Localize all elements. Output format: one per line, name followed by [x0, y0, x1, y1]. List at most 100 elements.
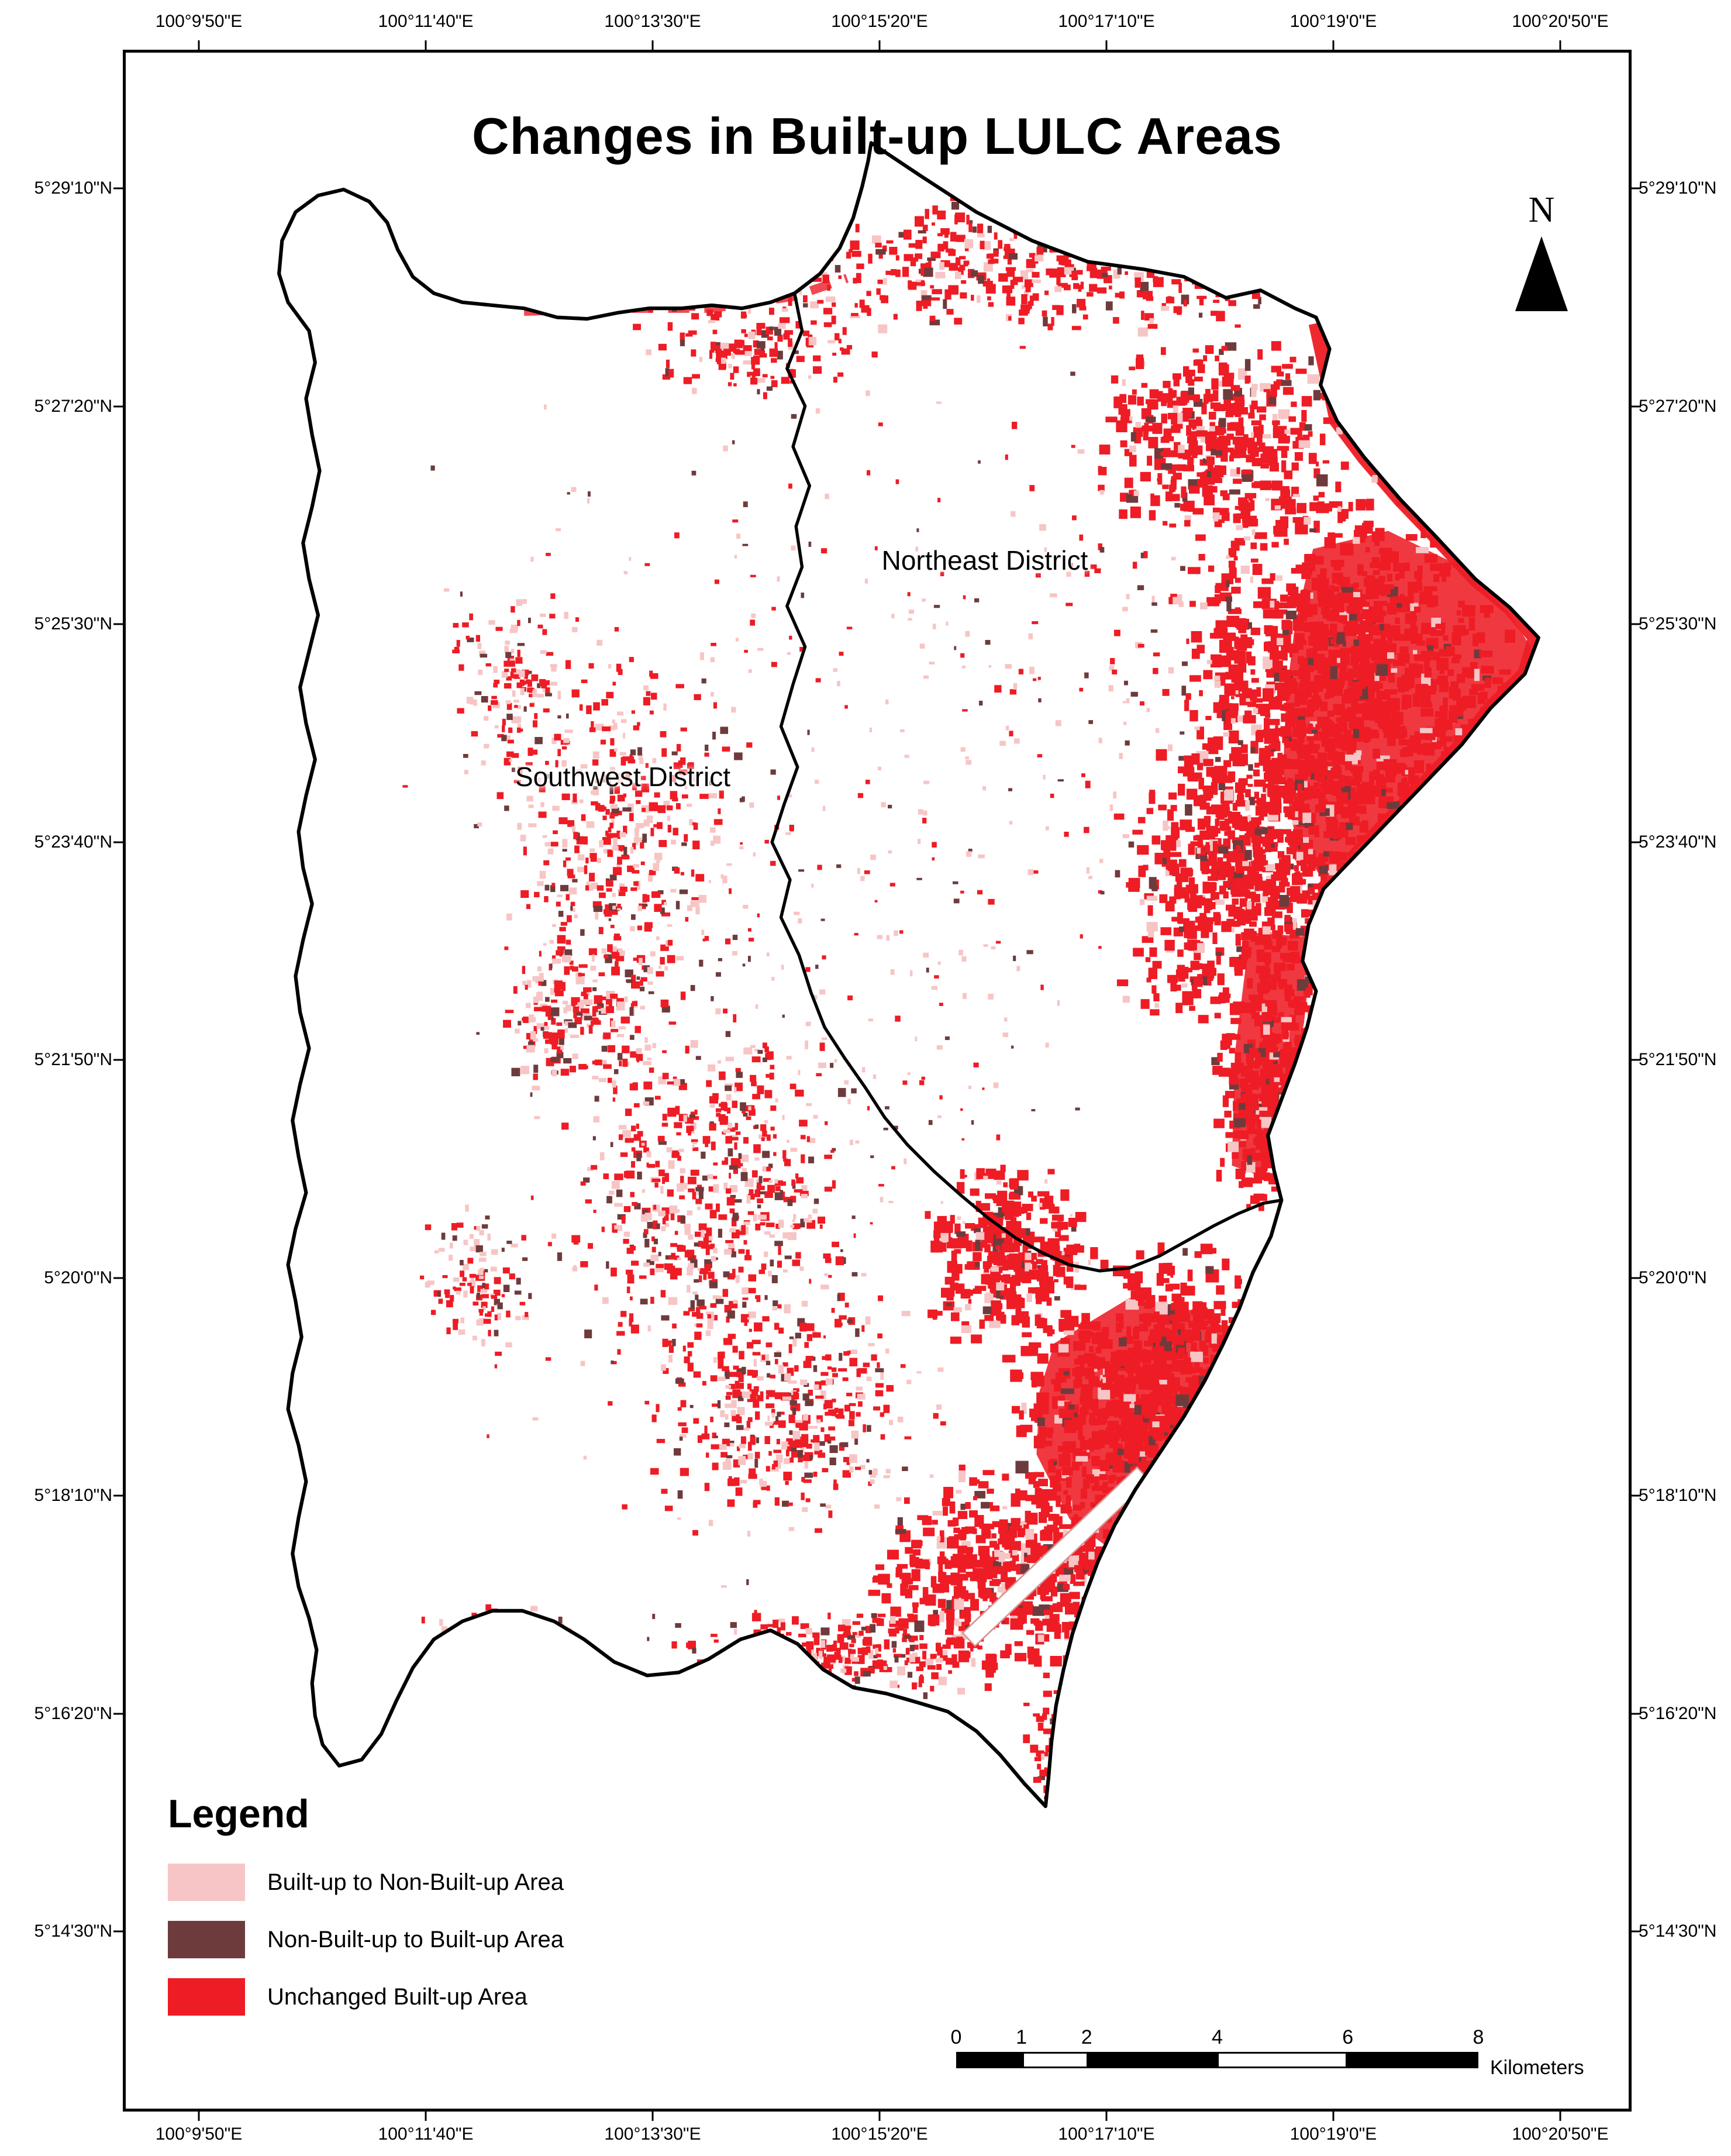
- legend-item: Built-up to Non-Built-up Area: [168, 1864, 564, 1901]
- latitude-label: 5°21'50"N: [34, 1050, 112, 1069]
- grid-tick: [1632, 623, 1641, 625]
- grid-tick: [113, 405, 123, 407]
- scale-bar: 0 1 2 4 6 8 Kilometers: [951, 2026, 1584, 2079]
- latitude-label: 5°25'30"N: [1639, 614, 1717, 633]
- grid-tick: [1332, 40, 1335, 50]
- grid-tick: [113, 1930, 123, 1933]
- grid-tick: [651, 40, 654, 50]
- scalebar-segment: [1347, 2054, 1477, 2067]
- scalebar-tick-label: 0: [950, 2026, 962, 2048]
- legend-swatch-builtup-to-nonbuiltup: [168, 1864, 245, 1901]
- scalebar-tick-label: 4: [1212, 2026, 1223, 2048]
- longitude-label: 100°20'50"E: [1512, 2124, 1609, 2144]
- grid-tick: [651, 2112, 654, 2121]
- legend-label: Unchanged Built-up Area: [267, 1983, 527, 2010]
- latitude-label: 5°14'30"N: [1639, 1921, 1717, 1941]
- latitude-label: 5°18'10"N: [34, 1486, 112, 1505]
- scalebar-numbers: 0 1 2 4 6 8: [951, 2026, 1484, 2052]
- legend-item: Unchanged Built-up Area: [168, 1978, 564, 2016]
- grid-tick: [113, 187, 123, 190]
- longitude-label: 100°19'0"E: [1289, 12, 1377, 31]
- grid-tick: [425, 40, 427, 50]
- grid-tick: [1632, 1930, 1641, 1933]
- legend-label: Built-up to Non-Built-up Area: [267, 1869, 564, 1895]
- map-frame: Changes in Built-up LULC Areas N Northea…: [123, 50, 1632, 2112]
- longitude-label: 100°15'20"E: [831, 2124, 928, 2144]
- grid-tick: [1632, 405, 1641, 407]
- scalebar-tick-label: 8: [1473, 2026, 1484, 2048]
- longitude-label: 100°13'30"E: [604, 2124, 701, 2144]
- scalebar-segment: [1022, 2054, 1088, 2067]
- grid-tick: [1105, 2112, 1108, 2121]
- legend-heading: Legend: [168, 1792, 309, 1836]
- latitude-label: 5°29'10"N: [1639, 178, 1717, 198]
- longitude-label: 100°15'20"E: [831, 12, 928, 31]
- latitude-label: 5°25'30"N: [34, 614, 112, 633]
- north-arrow-icon: [1515, 236, 1568, 311]
- grid-tick: [1632, 1059, 1641, 1061]
- island-outline: [277, 141, 1540, 1809]
- latitude-label: 5°18'10"N: [1639, 1486, 1717, 1505]
- scalebar-segment: [1217, 2054, 1347, 2067]
- latitude-label: 5°27'20"N: [34, 396, 112, 416]
- longitude-label: 100°11'40"E: [378, 12, 474, 31]
- legend-label: Non-Built-up to Built-up Area: [267, 1926, 564, 1952]
- scalebar-bar: [956, 2052, 1478, 2068]
- grid-tick: [113, 1713, 123, 1714]
- grid-tick: [113, 1277, 123, 1279]
- latitude-label: 5°20'0"N: [44, 1268, 112, 1287]
- longitude-label: 100°13'30"E: [604, 12, 701, 31]
- grid-tick: [1632, 1277, 1641, 1279]
- grid-tick: [113, 623, 123, 625]
- legend-swatch-unchanged-builtup: [168, 1978, 245, 2016]
- airport-runway: [961, 1466, 1151, 1647]
- district-label-southwest: Southwest District: [515, 762, 731, 792]
- latitude-label: 5°16'20"N: [34, 1703, 112, 1723]
- grid-tick: [1105, 40, 1108, 50]
- grid-tick: [878, 40, 881, 50]
- scalebar-tick-label: 1: [1016, 2026, 1027, 2048]
- grid-tick: [1632, 187, 1641, 190]
- district-boundary: [770, 292, 1282, 1273]
- grid-tick: [198, 40, 200, 50]
- latitude-label: 5°14'30"N: [34, 1921, 112, 1941]
- map-title: Changes in Built-up LULC Areas: [472, 107, 1282, 165]
- grid-tick: [1332, 2112, 1335, 2121]
- legend: Legend Built-up to Non-Built-up Area Non…: [168, 1791, 564, 2036]
- scalebar-unit-label: Kilometers: [1490, 2057, 1584, 2079]
- district-label-northeast: Northeast District: [881, 545, 1088, 576]
- grid-tick: [113, 1059, 123, 1061]
- scalebar-tick-label: 2: [1081, 2026, 1092, 2048]
- grid-tick: [878, 2112, 881, 2121]
- latitude-label: 5°23'40"N: [34, 832, 112, 852]
- grid-tick: [113, 1494, 123, 1497]
- legend-swatch-nonbuiltup-to-builtup: [168, 1921, 245, 1958]
- grid-tick: [1632, 841, 1641, 843]
- north-label: N: [1528, 190, 1555, 230]
- latitude-label: 5°20'0"N: [1639, 1268, 1707, 1287]
- grid-tick: [1632, 1713, 1641, 1714]
- grid-tick: [425, 2112, 427, 2121]
- latitude-label: 5°21'50"N: [1639, 1050, 1717, 1069]
- grid-tick: [1559, 40, 1561, 50]
- latitude-label: 5°27'20"N: [1639, 396, 1717, 416]
- island-map: [277, 141, 1540, 1809]
- legend-item: Non-Built-up to Built-up Area: [168, 1921, 564, 1958]
- grid-tick: [1559, 2112, 1561, 2121]
- scalebar-tick-label: 6: [1342, 2026, 1354, 2048]
- latitude-label: 5°23'40"N: [1639, 832, 1717, 852]
- longitude-label: 100°17'10"E: [1058, 2124, 1155, 2144]
- north-arrow: N: [1515, 192, 1568, 311]
- island-landmass: [279, 143, 1539, 1807]
- longitude-label: 100°17'10"E: [1058, 12, 1155, 31]
- longitude-label: 100°9'50"E: [155, 12, 243, 31]
- longitude-label: 100°9'50"E: [155, 2124, 243, 2144]
- latitude-label: 5°16'20"N: [1639, 1703, 1717, 1723]
- scalebar-segment: [958, 2054, 1023, 2067]
- grid-tick: [198, 2112, 200, 2121]
- longitude-label: 100°11'40"E: [378, 2124, 474, 2144]
- scalebar-segment: [1087, 2054, 1218, 2067]
- longitude-label: 100°19'0"E: [1289, 2124, 1377, 2144]
- grid-tick: [113, 841, 123, 843]
